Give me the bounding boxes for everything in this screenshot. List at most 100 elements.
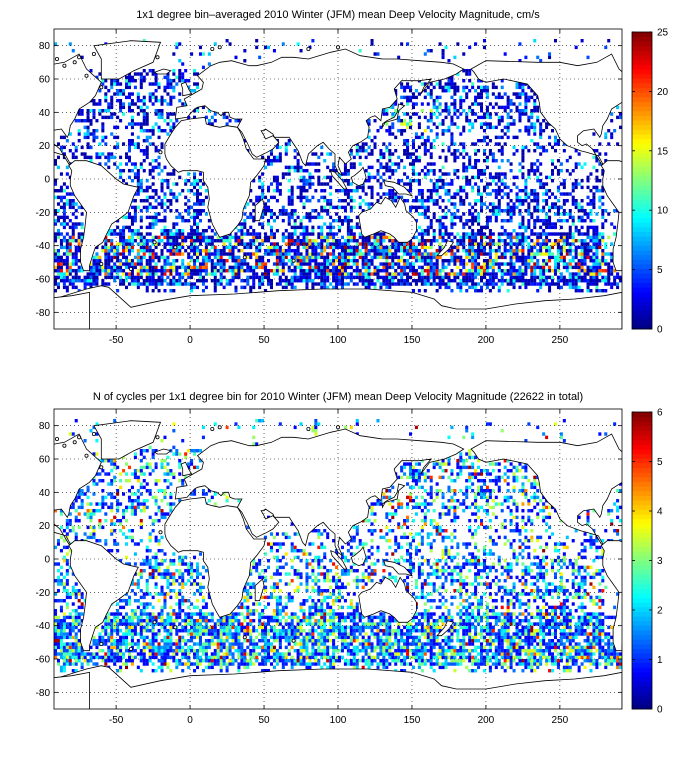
data-cell: [204, 262, 208, 266]
data-cell: [382, 172, 386, 176]
data-cell: [261, 242, 265, 246]
data-cell: [491, 105, 495, 110]
data-cell: [459, 99, 463, 103]
data-cell: [210, 239, 214, 243]
data-cell: [527, 249, 531, 253]
data-cell: [62, 272, 66, 276]
data-cell: [320, 275, 324, 280]
data-cell: [417, 145, 421, 150]
data-cell: [494, 172, 498, 176]
data-cell: [515, 192, 519, 196]
data-cell: [524, 225, 528, 230]
data-cell: [382, 665, 386, 670]
data-cell: [139, 185, 143, 190]
data-cell: [462, 129, 466, 133]
data-cell: [598, 245, 602, 250]
data-cell: [444, 192, 448, 196]
data-cell: [287, 265, 291, 270]
data-cell: [110, 272, 114, 276]
data-cell: [122, 215, 126, 220]
data-cell: [450, 289, 454, 293]
data-cell: [556, 269, 560, 273]
data-cell: [509, 215, 513, 220]
data-cell: [116, 249, 120, 253]
data-cell: [592, 219, 596, 223]
data-cell: [228, 269, 232, 273]
data-cell: [423, 249, 427, 253]
data-cell: [518, 112, 522, 116]
data-cell: [252, 252, 256, 256]
data-cell: [480, 209, 484, 213]
data-cell: [409, 89, 413, 93]
data-cell: [136, 189, 140, 193]
data-cell: [142, 282, 146, 286]
data-cell: [62, 155, 66, 160]
data-cell: [438, 242, 442, 246]
coastline-iceland: [153, 68, 172, 75]
data-cell: [506, 269, 510, 273]
data-cell: [113, 265, 117, 270]
data-cell: [193, 269, 197, 273]
data-cell: [506, 95, 510, 100]
data-cell: [175, 45, 179, 50]
data-cell: [296, 162, 300, 166]
data-cell: [207, 272, 211, 276]
data-cell: [361, 149, 365, 153]
data-cell: [296, 262, 300, 266]
data-cell: [346, 239, 350, 243]
data-cell: [506, 235, 510, 240]
data-cell: [222, 252, 226, 256]
data-cell: [299, 185, 303, 190]
data-cell: [500, 272, 504, 276]
data-cell: [142, 279, 146, 283]
data-cell: [559, 252, 563, 256]
x-tick-label: 100: [330, 335, 347, 346]
data-cell: [367, 235, 371, 240]
data-cell: [148, 135, 152, 140]
data-cell: [332, 275, 336, 280]
colorbar-segment: [632, 310, 652, 316]
data-cell: [589, 189, 593, 193]
data-cell: [364, 149, 368, 153]
data-cell: [556, 282, 560, 286]
data-cell: [172, 195, 176, 200]
data-cell: [311, 285, 315, 290]
data-cell: [196, 245, 200, 250]
data-cell: [370, 245, 374, 250]
data-cell: [536, 282, 540, 286]
data-cell: [210, 242, 214, 246]
data-cell: [193, 209, 197, 213]
data-cell: [136, 179, 140, 183]
data-cell: [426, 135, 430, 140]
data-cell: [125, 665, 129, 670]
data-cell: [113, 245, 117, 250]
colorbar-segment: [632, 203, 652, 209]
colorbar-segment: [632, 59, 652, 65]
data-cell: [420, 239, 424, 243]
data-cell: [340, 272, 344, 276]
data-cell: [556, 665, 560, 670]
data-cell: [166, 112, 170, 116]
data-cell: [338, 275, 342, 280]
coastline-indonesia-borneo: [350, 166, 367, 187]
y-tick-label: 40: [39, 108, 51, 119]
data-cell: [95, 252, 99, 256]
data-cell: [104, 245, 108, 250]
data-cell: [290, 285, 294, 290]
data-cell: [444, 275, 448, 280]
data-cell: [518, 209, 522, 213]
data-cell: [403, 119, 407, 123]
data-cell: [610, 132, 614, 136]
data-cell: [281, 235, 285, 240]
data-cell: [62, 212, 66, 216]
data-cell: [485, 235, 489, 240]
data-cell: [193, 69, 197, 73]
data-cell: [145, 249, 149, 253]
data-cell: [613, 129, 617, 133]
data-cell: [571, 285, 575, 290]
data-cell: [151, 289, 155, 293]
data-cell: [480, 109, 484, 113]
data-cell: [125, 215, 129, 220]
data-cell: [71, 239, 75, 243]
data-cell: [139, 219, 143, 223]
